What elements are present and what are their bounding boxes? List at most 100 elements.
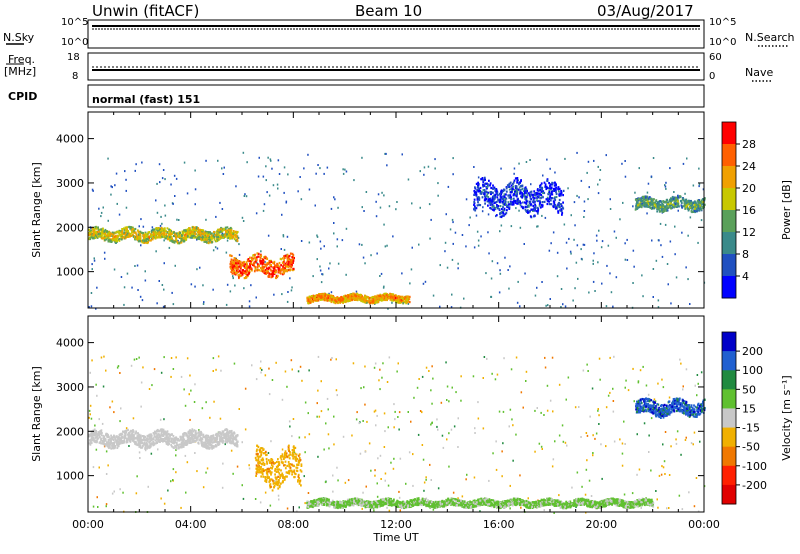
noise-pixel	[580, 179, 583, 182]
noise-pixel	[358, 422, 360, 425]
echo-pixel	[143, 241, 146, 244]
echo-pixel	[317, 299, 320, 302]
echo-pixel	[127, 428, 129, 431]
noise-pixel	[481, 210, 484, 213]
noise-pixel	[142, 225, 145, 228]
noise-pixel	[461, 495, 464, 498]
echo-pixel	[553, 202, 556, 205]
noise-pixel	[668, 396, 671, 399]
noise-pixel	[546, 409, 549, 412]
echo-pixel	[195, 227, 198, 230]
echo-pixel	[487, 200, 490, 203]
noise-pixel	[570, 252, 572, 255]
noise-pixel	[333, 443, 335, 446]
echo-pixel	[198, 237, 201, 241]
noise-pixel	[592, 280, 595, 283]
echo-pixel	[672, 203, 675, 206]
echo-pixel	[241, 261, 244, 264]
echo-pixel	[512, 202, 515, 205]
echo-pixel	[385, 294, 388, 297]
echo-pixel	[185, 238, 188, 241]
noise-pixel	[457, 262, 459, 265]
noise-pixel	[425, 478, 427, 481]
echo-pixel	[129, 232, 132, 236]
noise-pixel	[90, 227, 92, 230]
noise-pixel	[248, 300, 251, 303]
echo-pixel	[231, 259, 234, 262]
noise-pixel	[482, 377, 484, 379]
echo-pixel	[166, 231, 169, 234]
noise-pixel	[122, 491, 124, 494]
echo-pixel	[194, 232, 197, 235]
noise-pixel	[612, 387, 614, 390]
echo-pixel	[198, 439, 201, 442]
noise-pixel	[244, 428, 247, 431]
echo-pixel	[688, 203, 691, 206]
echo-pixel	[180, 237, 183, 240]
noise-pixel	[217, 159, 219, 162]
noise-pixel	[88, 409, 91, 412]
echo-pixel	[406, 299, 408, 302]
noise-pixel	[594, 437, 596, 440]
echo-pixel	[244, 276, 247, 279]
echo-pixel	[541, 204, 544, 207]
echo-pixel	[96, 230, 99, 233]
echo-pixel	[238, 273, 241, 276]
echo-pixel	[477, 190, 479, 193]
echo-pixel	[307, 298, 310, 301]
echo-pixel	[317, 297, 320, 300]
noise-pixel	[362, 491, 364, 494]
noise-pixel	[613, 355, 615, 358]
echo-pixel	[549, 196, 551, 199]
noise-pixel	[337, 479, 339, 482]
echo-pixel	[485, 190, 488, 194]
echo-pixel	[670, 197, 673, 200]
noise-pixel	[586, 171, 588, 174]
echo-pixel	[688, 199, 690, 202]
noise-pixel	[141, 161, 143, 164]
noise-pixel	[225, 303, 228, 306]
echo-pixel	[507, 194, 510, 197]
noise-pixel	[451, 258, 454, 261]
echo-pixel	[272, 266, 274, 269]
noise-pixel	[175, 454, 177, 457]
noise-pixel	[685, 436, 687, 439]
echo-pixel	[183, 240, 186, 243]
echo-pixel	[275, 274, 278, 277]
noise-pixel	[254, 498, 257, 500]
noise-pixel	[398, 496, 401, 499]
echo-pixel	[541, 186, 544, 189]
echo-pixel	[532, 208, 535, 211]
noise-pixel	[328, 447, 330, 450]
echo-pixel	[254, 266, 257, 269]
noise-pixel	[293, 451, 296, 454]
echo-pixel	[220, 226, 222, 230]
echo-pixel	[701, 198, 704, 201]
noise-pixel	[138, 225, 140, 228]
noise-pixel	[457, 267, 459, 270]
echo-pixel	[273, 271, 276, 274]
echo-pixel	[218, 442, 221, 445]
echo-pixel	[375, 297, 377, 300]
noise-pixel	[303, 475, 305, 478]
echo-pixel	[659, 203, 662, 206]
noise-pixel	[92, 466, 95, 469]
echo-pixel	[473, 198, 476, 201]
noise-pixel	[425, 497, 428, 500]
echo-pixel	[206, 231, 209, 234]
echo-pixel	[265, 267, 268, 270]
nsearch-label: N.Search	[745, 31, 795, 44]
echo-pixel	[173, 446, 175, 449]
echo-pixel	[187, 231, 190, 234]
echo-pixel	[306, 297, 309, 300]
noise-pixel	[657, 382, 659, 385]
echo-pixel	[319, 298, 322, 301]
echo-pixel	[213, 230, 215, 234]
noise-pixel	[284, 370, 287, 373]
echo-pixel	[262, 261, 264, 264]
noise-pixel	[232, 277, 234, 280]
echo-pixel	[132, 235, 135, 238]
noise-pixel	[379, 454, 382, 457]
echo-pixel	[198, 235, 200, 238]
noise-pixel	[155, 250, 157, 253]
